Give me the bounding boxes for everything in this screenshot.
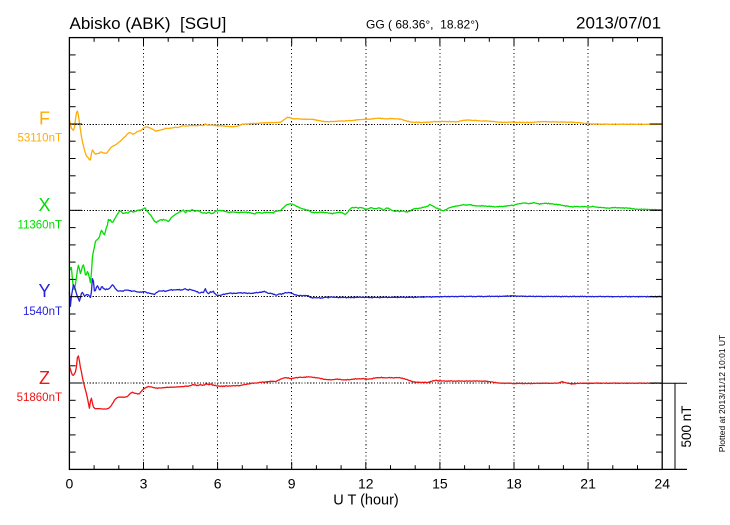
svg-text:6: 6 — [214, 476, 222, 492]
svg-text:GG ( 68.36°, 18.82°): GG ( 68.36°, 18.82°) — [366, 18, 479, 32]
svg-text:24: 24 — [654, 476, 670, 492]
svg-text:51860nT: 51860nT — [17, 392, 62, 404]
svg-text:F: F — [39, 109, 50, 129]
svg-text:Z: Z — [39, 368, 50, 388]
svg-text:21: 21 — [580, 476, 596, 492]
svg-text:Abisko (ABK) [SGU]: Abisko (ABK) [SGU] — [70, 14, 227, 33]
svg-text:18: 18 — [506, 476, 522, 492]
svg-text:Plotted at 2013/11/12 10:01 UT: Plotted at 2013/11/12 10:01 UT — [717, 335, 727, 453]
svg-text:500 nT: 500 nT — [679, 405, 694, 447]
svg-text:9: 9 — [288, 476, 296, 492]
svg-text:3: 3 — [140, 476, 148, 492]
svg-text:15: 15 — [432, 476, 448, 492]
svg-text:53110nT: 53110nT — [17, 132, 62, 144]
svg-text:12: 12 — [358, 476, 374, 492]
svg-text:11360nT: 11360nT — [17, 219, 62, 231]
svg-text:Y: Y — [38, 281, 50, 301]
svg-text:X: X — [38, 195, 50, 215]
svg-text:1540nT: 1540nT — [23, 306, 62, 318]
svg-text:2013/07/01: 2013/07/01 — [576, 14, 661, 33]
svg-text:U T (hour): U T (hour) — [333, 493, 399, 509]
svg-text:0: 0 — [66, 476, 74, 492]
